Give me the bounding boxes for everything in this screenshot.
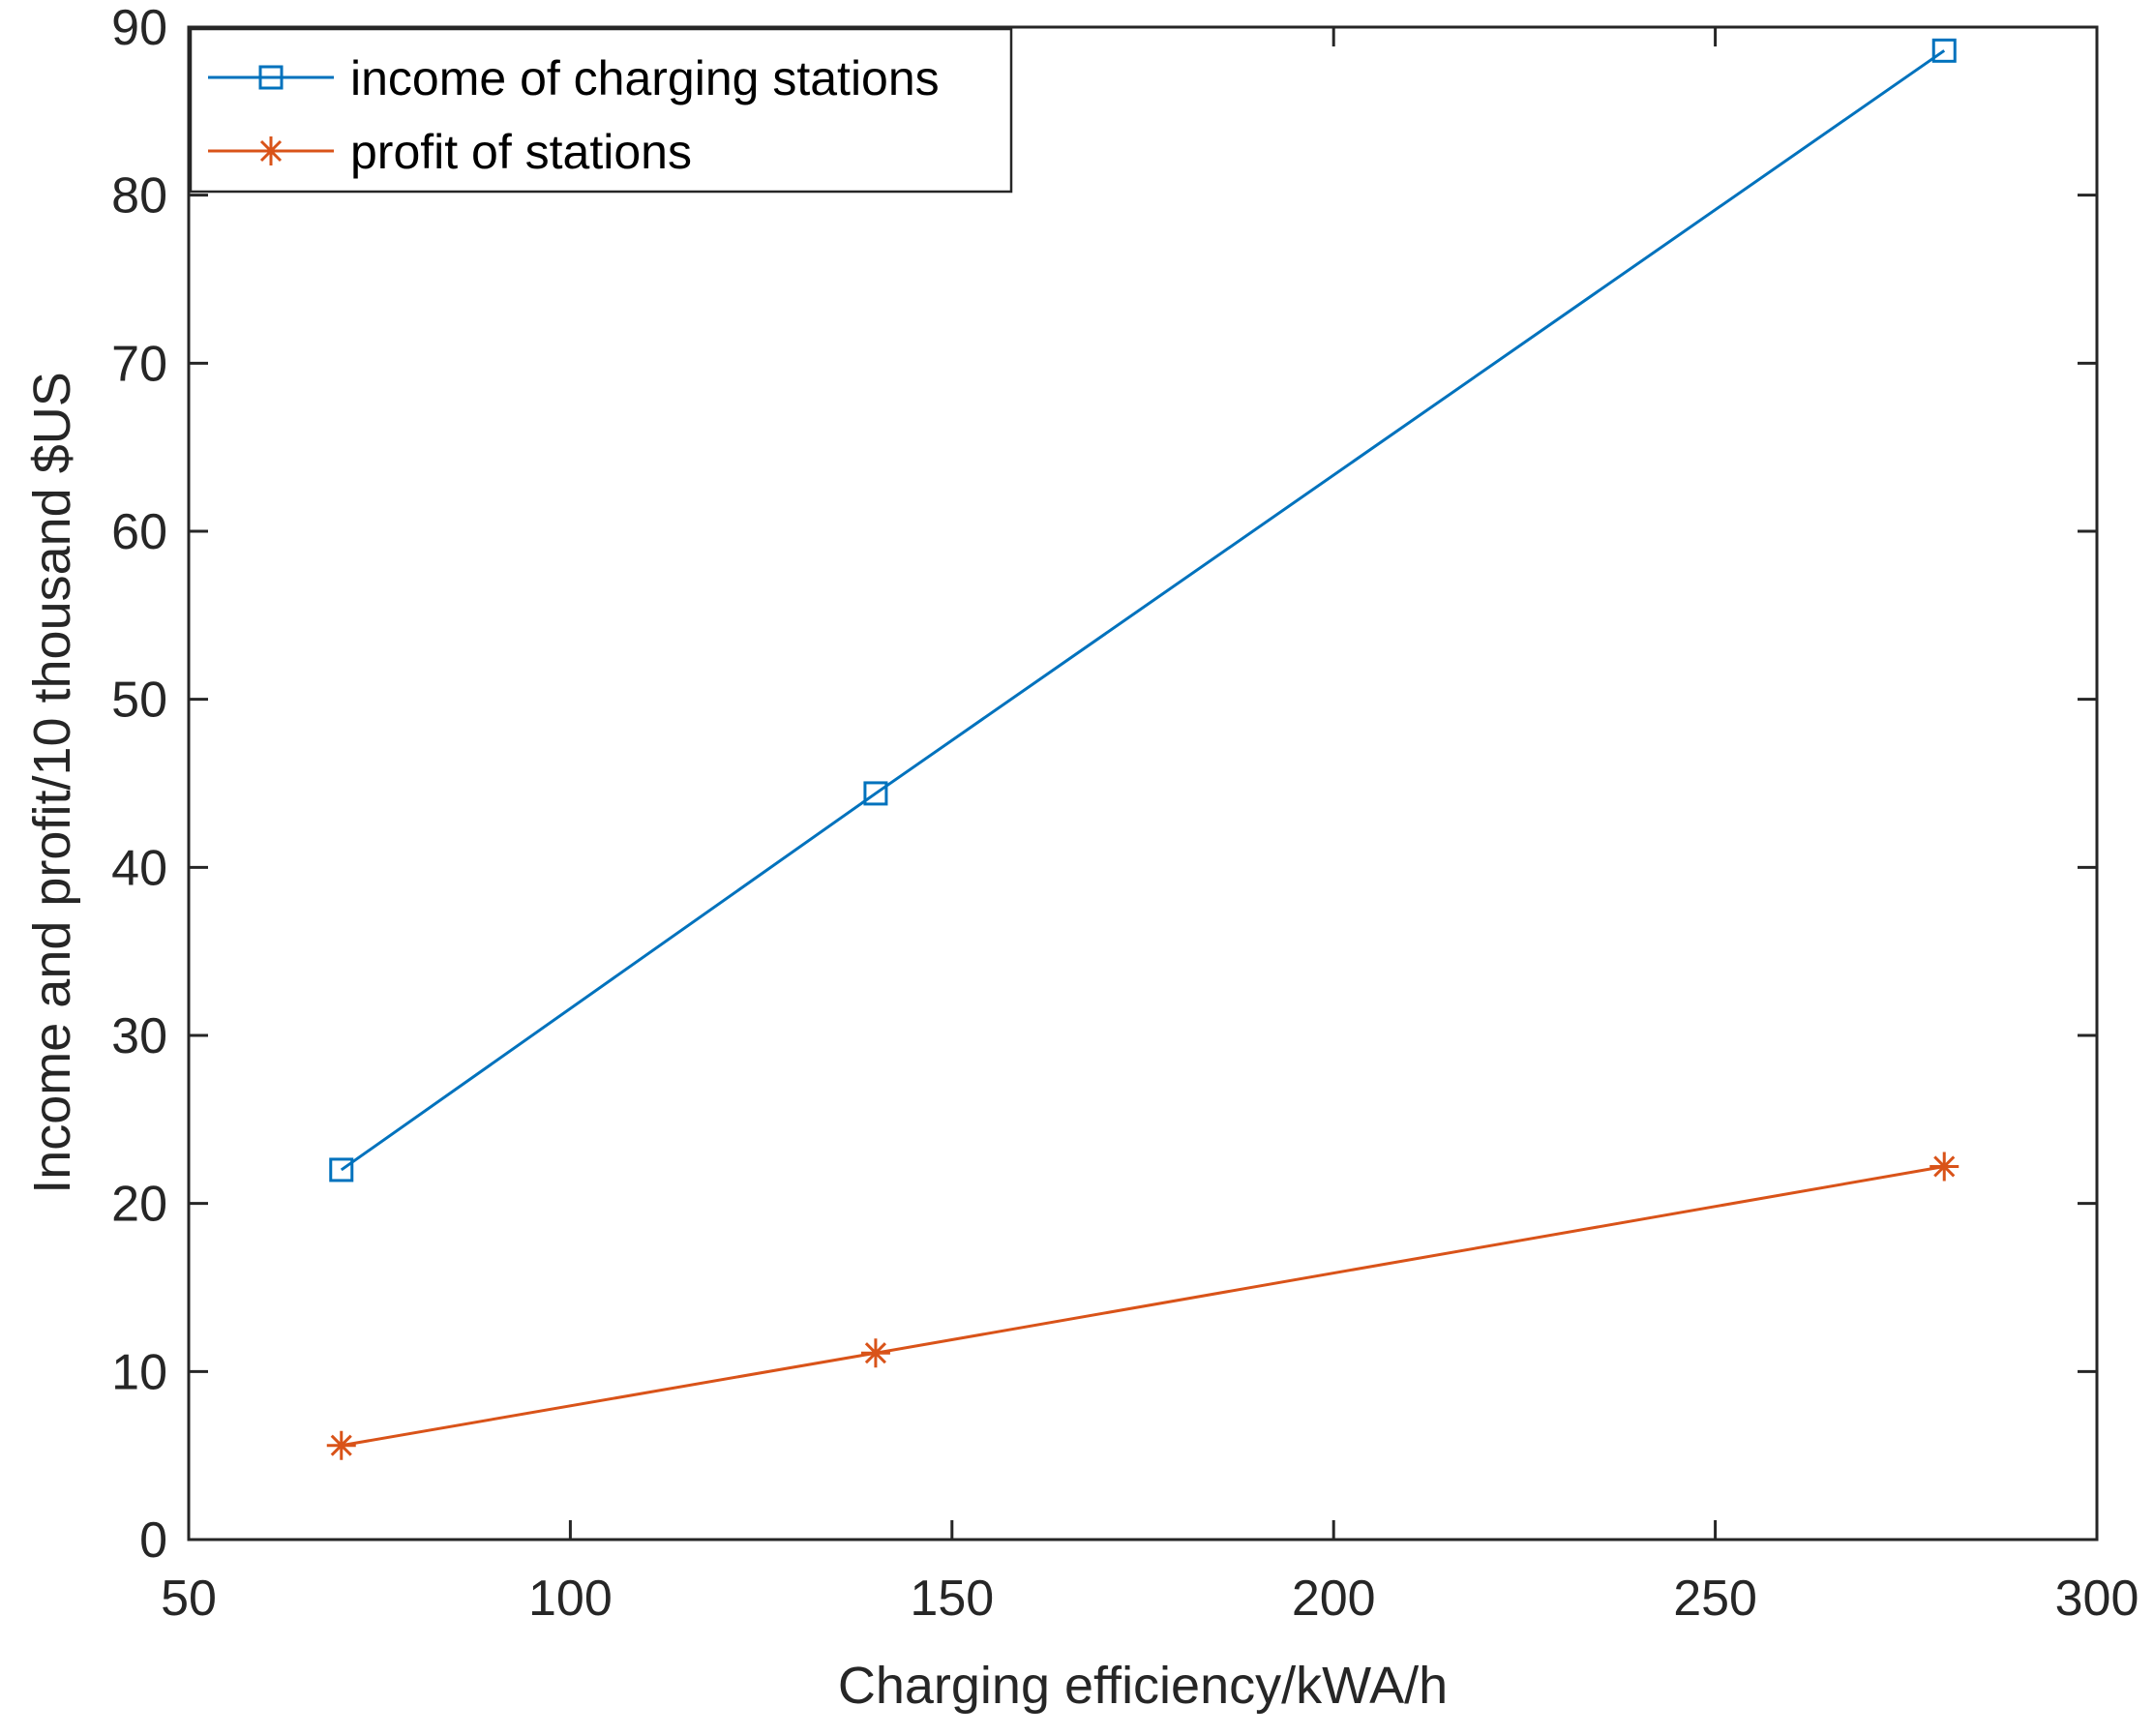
- income-point: [863, 781, 888, 806]
- y-tick-label: 80: [111, 168, 167, 224]
- x-tick-label: 200: [1292, 1571, 1376, 1627]
- legend-marker-profit: [256, 136, 285, 165]
- x-tick-label: 300: [2055, 1571, 2139, 1627]
- profit-point: [326, 1430, 356, 1460]
- legend-label-profit: profit of stations: [350, 125, 692, 179]
- income-point: [1931, 38, 1957, 63]
- y-axis-ticks: 0 10 20 30 40 50 60 70 80 90: [111, 0, 2097, 1569]
- legend-label-income: income of charging stations: [350, 51, 940, 105]
- plot-area: [189, 27, 2097, 1540]
- y-tick-label: 70: [111, 336, 167, 392]
- y-tick-label: 0: [139, 1512, 167, 1569]
- y-tick-label: 10: [111, 1344, 167, 1400]
- x-axis-ticks: 50 100 150 200 250 300: [161, 27, 2139, 1627]
- plot-frame: [187, 25, 2099, 1541]
- series-layer: [326, 38, 1960, 1460]
- x-tick-label: 50: [161, 1571, 217, 1627]
- y-tick-label: 90: [111, 0, 167, 56]
- x-tick-label: 150: [910, 1571, 994, 1627]
- series-line-income: [340, 49, 1946, 1172]
- legend-marker-income: [258, 65, 284, 90]
- y-tick-label: 40: [111, 840, 167, 896]
- x-tick-label: 250: [1673, 1571, 1757, 1627]
- y-tick-label: 30: [111, 1008, 167, 1064]
- profit-point: [860, 1338, 890, 1368]
- x-axis-label: Charging efficiency/kWA/h: [838, 1657, 1448, 1715]
- legend-box: [189, 27, 1013, 194]
- income-point: [329, 1157, 354, 1182]
- y-tick-label: 20: [111, 1177, 167, 1233]
- y-tick-label: 50: [111, 673, 167, 729]
- y-axis-label: Income and profit/10 thousand $US: [23, 372, 81, 1194]
- legend: income of charging stations profit of st…: [189, 27, 1013, 194]
- x-tick-label: 100: [528, 1571, 613, 1627]
- y-tick-label: 60: [111, 504, 167, 560]
- profit-point: [1930, 1152, 1960, 1182]
